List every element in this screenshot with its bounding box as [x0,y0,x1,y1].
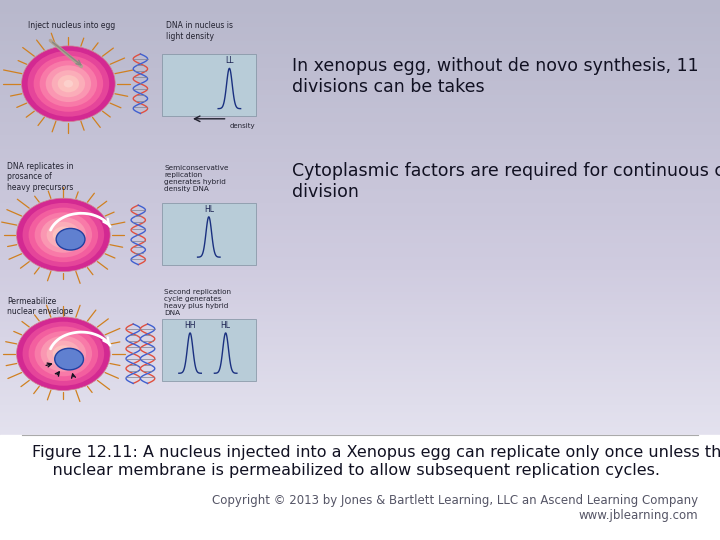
Ellipse shape [22,203,104,267]
Ellipse shape [40,217,86,253]
Ellipse shape [29,207,98,262]
Ellipse shape [35,331,92,376]
Ellipse shape [22,46,115,122]
Ellipse shape [17,317,110,390]
Ellipse shape [27,51,109,117]
Text: DNA in nucleus is
light density: DNA in nucleus is light density [166,21,233,40]
Ellipse shape [29,326,98,381]
Ellipse shape [59,231,68,239]
Bar [0,435,720,540]
Ellipse shape [35,212,92,258]
Text: Copyright © 2013 by Jones & Bartlett Learning, LLC an Ascend Learning Company
ww: Copyright © 2013 by Jones & Bartlett Lea… [212,494,698,522]
Text: density: density [230,123,255,129]
Text: Figure 12.11: A nucleus injected into a Xenopus egg can replicate only once unle: Figure 12.11: A nucleus injected into a … [32,446,720,478]
Text: Permeabilize
nuclear envelope: Permeabilize nuclear envelope [7,296,73,316]
Circle shape [56,228,85,250]
Text: LL: LL [225,56,234,65]
Ellipse shape [53,226,74,244]
Ellipse shape [47,341,80,367]
Ellipse shape [63,80,73,87]
Text: In xenopus egg, without de novo synthesis, 11
divisions can be takes: In xenopus egg, without de novo synthesi… [292,57,698,96]
Text: HL: HL [220,321,230,330]
Ellipse shape [45,65,91,102]
Text: Semiconservative
replication
generates hybrid
density DNA: Semiconservative replication generates h… [164,165,229,192]
Ellipse shape [40,336,86,372]
Text: DNA replicates in
prosance of
heavy precursors: DNA replicates in prosance of heavy prec… [7,162,73,192]
Text: HL: HL [204,205,214,214]
Ellipse shape [40,60,97,107]
Ellipse shape [47,222,80,248]
Ellipse shape [53,345,74,362]
Ellipse shape [34,56,103,112]
Text: Cytoplasmic factors are required for continuous cell
division: Cytoplasmic factors are required for con… [292,162,720,201]
Ellipse shape [52,70,85,97]
Text: Inject nucleus into egg: Inject nucleus into egg [28,21,116,30]
Ellipse shape [58,75,79,92]
Bar [162,202,256,265]
Bar [162,319,256,381]
Ellipse shape [59,350,68,357]
Bar [162,54,256,116]
Circle shape [55,348,84,370]
Text: Second replication
cycle generates
heavy plus hybrid
DNA: Second replication cycle generates heavy… [164,289,231,316]
Ellipse shape [22,322,104,386]
Ellipse shape [17,198,110,272]
Text: HH: HH [184,321,196,330]
